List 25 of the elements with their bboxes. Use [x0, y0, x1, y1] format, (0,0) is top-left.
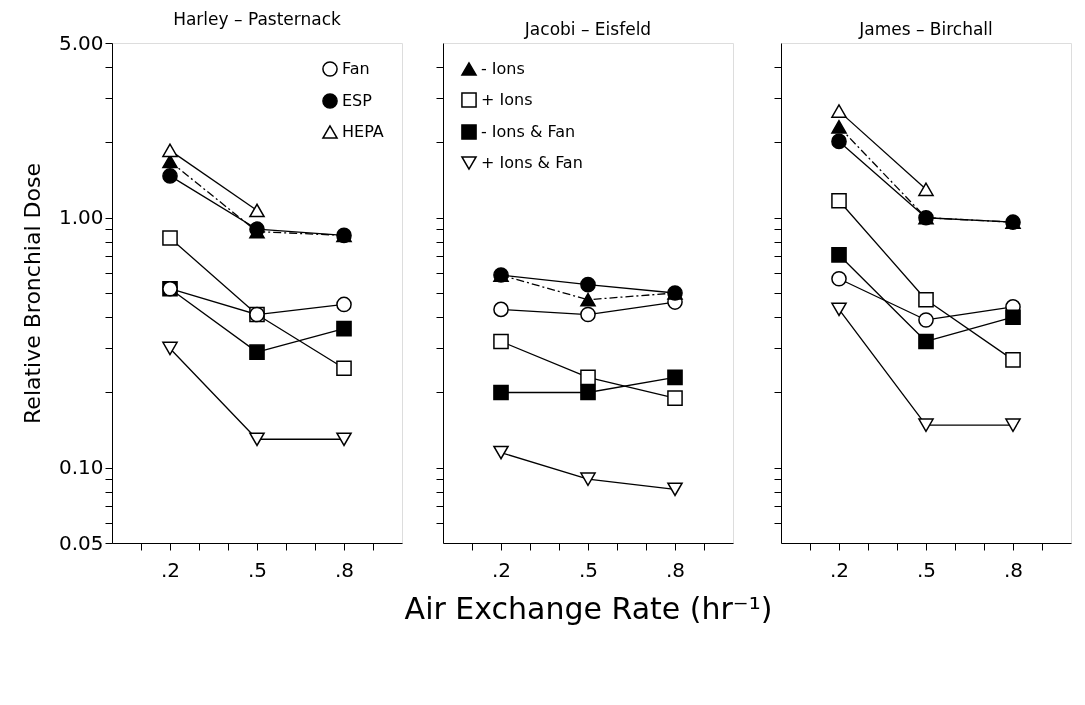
- x-axis-title: Air Exchange Rate (hr⁻¹): [404, 590, 773, 626]
- chart-title: Jacobi – Eisfeld: [523, 19, 652, 39]
- x-tick-label: .8: [1003, 557, 1024, 582]
- x-tick-label: .2: [160, 557, 181, 582]
- legend-label: + Ions & Fan: [481, 153, 583, 172]
- chart-title: Harley – Pasternack: [173, 9, 341, 29]
- y-tick-label: 0.05: [58, 530, 104, 555]
- legend-label: - Ions & Fan: [481, 122, 576, 141]
- x-tick-label: .5: [578, 557, 599, 582]
- x-tick-label: .5: [247, 557, 268, 582]
- y-tick-label: 5.00: [58, 30, 104, 55]
- x-tick-label: .8: [334, 557, 355, 582]
- y-tick-label: 0.10: [58, 455, 104, 480]
- legend-label: ESP: [342, 91, 373, 110]
- legend-label: HEPA: [342, 122, 384, 141]
- legend-label: - Ions: [481, 59, 525, 78]
- y-axis-title: Relative Bronchial Dose: [19, 163, 45, 424]
- legend-label: Fan: [342, 59, 370, 78]
- legend-label: + Ions: [481, 90, 533, 109]
- x-tick-label: .2: [491, 557, 512, 582]
- x-tick-label: .2: [829, 557, 850, 582]
- x-tick-label: .8: [665, 557, 686, 582]
- x-tick-label: .5: [916, 557, 937, 582]
- y-tick-label: 1.00: [58, 205, 104, 230]
- chart-title: James – Birchall: [858, 19, 993, 39]
